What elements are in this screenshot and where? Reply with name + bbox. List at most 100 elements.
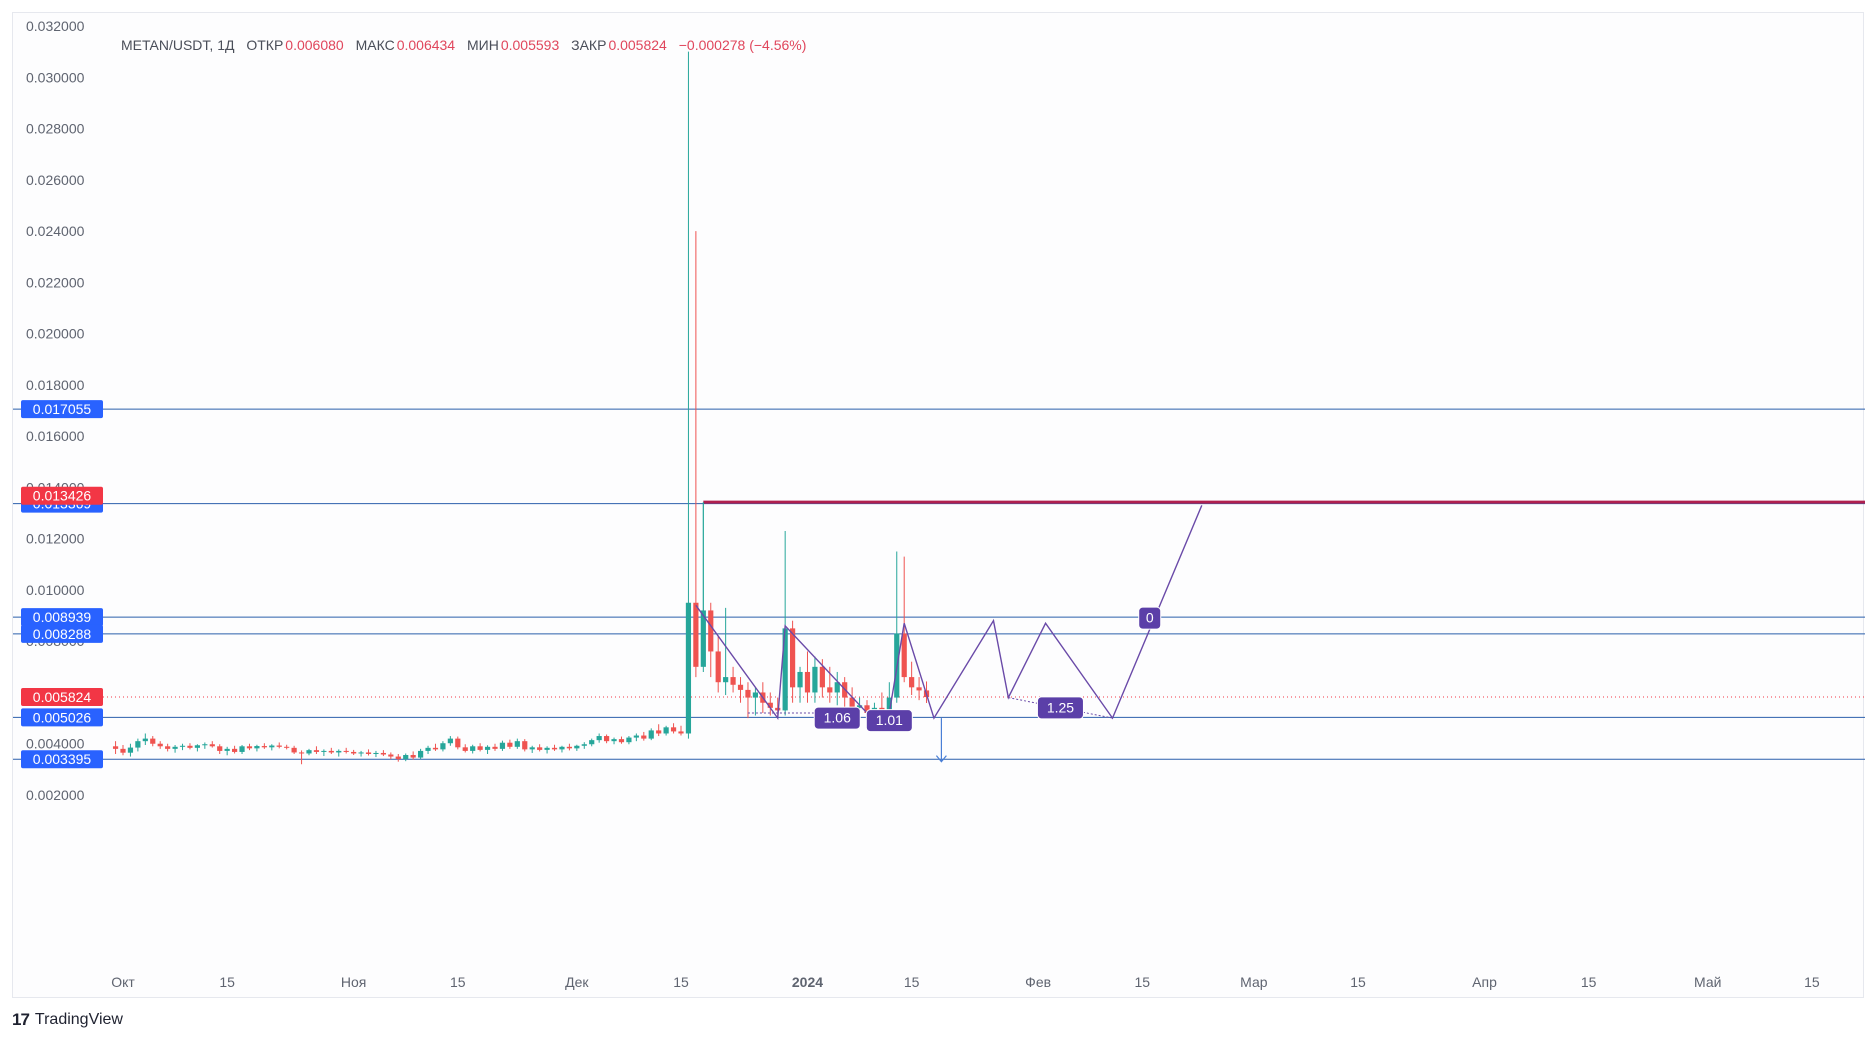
candle-body [767,702,773,708]
y-tick-label: 0.024000 [26,223,85,239]
x-tick-label: Мар [1240,974,1268,990]
candle-body [499,742,506,749]
target-arrow-head [935,755,947,763]
candle-body [202,744,208,746]
candle-body [484,746,491,750]
tradingview-brand[interactable]: 17 TradingView [12,1010,123,1030]
resistance-price-badge: 0.013426 [33,488,92,504]
candle-body [403,755,409,760]
y-tick-label: 0.020000 [26,326,85,342]
legend-low-value: 0.005593 [500,37,560,53]
candle-body [723,677,729,683]
candle-body [165,746,171,749]
candle-body [656,730,662,734]
x-tick-label: Фев [1025,974,1051,990]
candle-body [336,750,342,753]
y-tick-label: 0.010000 [26,582,85,598]
chart-panel[interactable]: 1.06 1.01 1.25 0 0.032000 0.030000 0.028000 0.… [12,12,1865,999]
brand-name: TradingView [34,1011,123,1028]
legend-open-label: ОТКР [246,37,284,53]
x-tick-label: 15 [219,974,235,990]
candle-body [708,610,714,652]
level-price-badge: 0.005026 [33,709,92,725]
candle-body [715,651,721,683]
candle-body [886,697,892,713]
candle-body [514,741,520,747]
candle-body [351,751,357,754]
candle-body [626,737,632,743]
candle-body [574,745,580,749]
candle-body [150,738,156,744]
candle-body [693,602,699,667]
candle-body [418,750,424,758]
level-price-badge-bg [21,400,103,419]
candle-body [261,746,267,748]
candle-body [819,666,825,688]
candle-body [239,746,245,752]
x-tick-label: 15 [673,974,689,990]
candle-body [224,748,230,751]
level-price-badge-bg [21,624,103,643]
level-price-badge: 0.008288 [33,626,92,642]
candle-body [440,743,446,750]
candle-body [313,750,320,752]
candle-body [663,727,669,734]
candle-body [120,748,126,753]
level-price-badge: 0.017055 [33,401,92,417]
candle-body [812,666,818,693]
candle-body [700,610,706,667]
price-chart[interactable]: 1.06 1.01 1.25 0 0.032000 0.030000 0.028000 0.… [13,13,1865,999]
candle-body [529,747,535,750]
candle-body [827,687,833,693]
legend-symbol: METAN/USDT, 1Д [121,37,235,53]
projection-label-badge [865,709,913,733]
candle-body [849,697,855,708]
projection-label-badge [813,706,861,730]
x-tick-label: 15 [1350,974,1366,990]
candle-body [834,682,840,693]
candle-body [864,705,870,713]
candle-body [343,750,349,752]
candle-body [455,738,461,748]
legend-low-label: МИН [467,37,499,53]
x-tick-label: Ноя [341,974,366,990]
candle-body [462,747,468,751]
candle-body [291,747,297,753]
candle-body [782,628,788,711]
candle-body [358,752,364,754]
candle-body [373,752,379,754]
candle-body [559,746,565,750]
legend-open-value: 0.006080 [285,37,344,53]
candle-body [306,750,312,754]
candle-body [492,746,498,749]
y-tick-label: 0.022000 [26,274,85,290]
candle-body [678,731,684,734]
candle-body [388,754,394,757]
candle-body [856,705,863,708]
candle-body [604,736,610,742]
resistance-price-badge-bg [21,486,103,505]
y-tick-label: 0.002000 [26,787,85,803]
candle-body [410,755,416,758]
legend-high-value: 0.006434 [396,37,456,53]
level-price-badge-bg [21,750,103,769]
level-price-badge-bg [21,708,103,727]
candle-body [797,671,803,688]
projection-label-badge [1036,696,1084,720]
candle-body [633,735,639,738]
projection-label-badge [1138,606,1162,630]
projection-path [695,505,1203,721]
candle-body [217,746,223,751]
projection-label: 1.01 [876,712,903,728]
candle-body [254,746,260,749]
candle-body [232,748,238,752]
candle-body [112,746,119,749]
candle-body [737,684,744,690]
candle-body [135,741,141,748]
candle-body [790,628,796,688]
tradingview-logo-icon: 17 [12,1010,30,1029]
candle-body [909,677,915,688]
candle-body [276,745,282,747]
candle-body [730,677,736,685]
candle-body [916,687,922,691]
